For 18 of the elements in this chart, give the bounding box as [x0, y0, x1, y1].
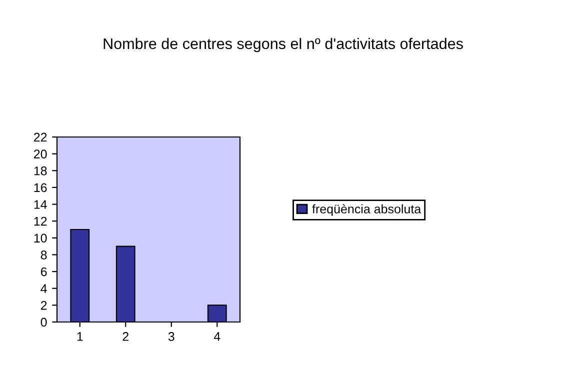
y-tick-label: 6 [40, 267, 47, 276]
y-tick-label: 20 [34, 150, 47, 158]
y-tick-label: 22 [34, 132, 47, 142]
y-tick-label: 0 [40, 318, 47, 327]
y-tick-label: 8 [40, 250, 47, 260]
y-tick-label: 4 [40, 284, 47, 293]
y-tick-label: 16 [34, 183, 47, 192]
y-tick-label: 14 [34, 200, 47, 209]
x-tick-label: 1 [77, 332, 83, 341]
x-tick-label: 2 [122, 332, 128, 341]
legend-label: freqüència absoluta [312, 204, 422, 216]
y-tick-label: 10 [34, 234, 47, 243]
text: Nombre de centres segons el nº d'activitats ofertades [104, 38, 463, 52]
y-tick-label: 12 [34, 216, 47, 226]
x-tick-label: 4 [214, 332, 220, 341]
x-tick-label: 3 [168, 332, 174, 341]
y-tick-label: 2 [40, 300, 47, 310]
y-tick-label: 18 [34, 166, 47, 176]
